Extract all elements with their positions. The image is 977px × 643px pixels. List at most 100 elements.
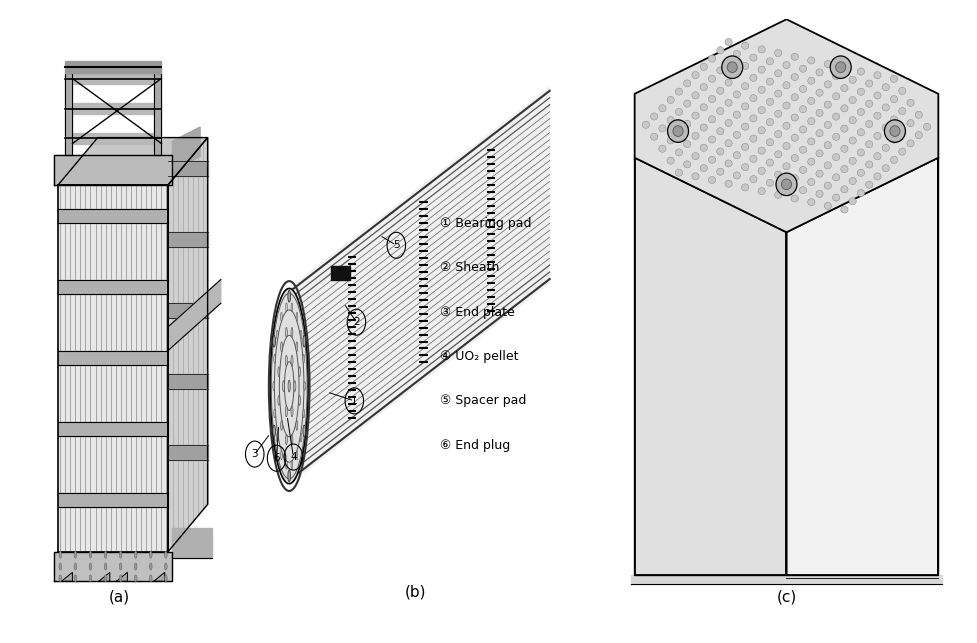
Circle shape	[74, 563, 77, 570]
Polygon shape	[168, 445, 207, 460]
Circle shape	[135, 551, 137, 558]
Ellipse shape	[775, 191, 782, 198]
Ellipse shape	[808, 138, 815, 145]
Ellipse shape	[816, 170, 824, 177]
Ellipse shape	[725, 99, 732, 106]
Circle shape	[59, 551, 62, 558]
Ellipse shape	[280, 342, 282, 352]
Ellipse shape	[882, 84, 889, 91]
Circle shape	[119, 563, 122, 570]
Ellipse shape	[775, 50, 782, 57]
Ellipse shape	[825, 81, 831, 88]
Ellipse shape	[890, 96, 898, 103]
Ellipse shape	[899, 148, 906, 155]
Ellipse shape	[708, 136, 716, 143]
Ellipse shape	[907, 140, 914, 147]
Ellipse shape	[841, 64, 848, 71]
Ellipse shape	[725, 120, 732, 127]
Ellipse shape	[722, 56, 743, 78]
Text: (c): (c)	[777, 590, 796, 605]
Ellipse shape	[717, 87, 724, 95]
Ellipse shape	[285, 356, 287, 366]
Ellipse shape	[299, 395, 301, 405]
Ellipse shape	[808, 77, 815, 84]
Ellipse shape	[749, 176, 757, 183]
Ellipse shape	[291, 327, 293, 337]
Ellipse shape	[915, 111, 922, 118]
Ellipse shape	[300, 433, 302, 442]
Ellipse shape	[907, 120, 914, 127]
Ellipse shape	[873, 132, 881, 140]
Ellipse shape	[734, 91, 741, 98]
Ellipse shape	[658, 145, 666, 152]
Ellipse shape	[890, 75, 898, 82]
Polygon shape	[786, 158, 938, 575]
Ellipse shape	[857, 88, 865, 95]
Ellipse shape	[725, 59, 732, 66]
Ellipse shape	[758, 167, 765, 174]
Polygon shape	[168, 138, 207, 552]
Ellipse shape	[775, 69, 782, 77]
Ellipse shape	[808, 199, 815, 206]
Circle shape	[164, 575, 167, 582]
Polygon shape	[168, 161, 207, 176]
Polygon shape	[153, 73, 161, 156]
Ellipse shape	[766, 98, 774, 105]
Polygon shape	[116, 572, 127, 581]
Ellipse shape	[830, 56, 851, 78]
Ellipse shape	[758, 188, 765, 195]
Circle shape	[59, 563, 62, 570]
Ellipse shape	[277, 367, 279, 377]
Ellipse shape	[816, 130, 824, 137]
Ellipse shape	[882, 124, 889, 131]
Text: ⑥ End plug: ⑥ End plug	[441, 439, 511, 452]
Ellipse shape	[799, 126, 807, 133]
Text: ① Bearing pad: ① Bearing pad	[441, 217, 531, 230]
Circle shape	[74, 575, 77, 582]
Ellipse shape	[749, 75, 757, 82]
Ellipse shape	[701, 144, 707, 151]
Ellipse shape	[841, 105, 848, 112]
Ellipse shape	[708, 176, 716, 183]
Ellipse shape	[742, 82, 748, 90]
Ellipse shape	[808, 158, 815, 165]
Ellipse shape	[775, 90, 782, 97]
Ellipse shape	[734, 172, 741, 179]
Circle shape	[74, 551, 77, 558]
Polygon shape	[168, 374, 207, 389]
Ellipse shape	[866, 141, 872, 148]
Ellipse shape	[783, 102, 790, 109]
Ellipse shape	[825, 122, 831, 129]
Polygon shape	[172, 127, 200, 171]
Polygon shape	[54, 156, 172, 185]
Ellipse shape	[890, 136, 898, 143]
Ellipse shape	[742, 143, 748, 150]
Ellipse shape	[303, 335, 306, 347]
Ellipse shape	[816, 190, 824, 197]
Ellipse shape	[849, 137, 856, 144]
Ellipse shape	[692, 71, 700, 78]
Ellipse shape	[825, 101, 831, 108]
Ellipse shape	[783, 62, 790, 69]
Ellipse shape	[791, 114, 798, 121]
Ellipse shape	[799, 86, 807, 93]
Ellipse shape	[701, 63, 707, 70]
Ellipse shape	[288, 470, 290, 482]
Text: ③ End plate: ③ End plate	[441, 305, 515, 319]
Ellipse shape	[832, 154, 839, 161]
Circle shape	[164, 551, 167, 558]
Ellipse shape	[890, 126, 900, 136]
Ellipse shape	[808, 57, 815, 64]
Ellipse shape	[734, 131, 741, 138]
Ellipse shape	[782, 179, 791, 190]
Ellipse shape	[303, 425, 306, 437]
Ellipse shape	[667, 96, 674, 104]
Ellipse shape	[775, 110, 782, 118]
Ellipse shape	[291, 435, 293, 445]
Polygon shape	[72, 74, 161, 84]
Polygon shape	[59, 493, 168, 507]
Polygon shape	[635, 158, 786, 575]
Ellipse shape	[832, 113, 839, 120]
Text: 1: 1	[351, 396, 358, 406]
Ellipse shape	[291, 460, 293, 469]
